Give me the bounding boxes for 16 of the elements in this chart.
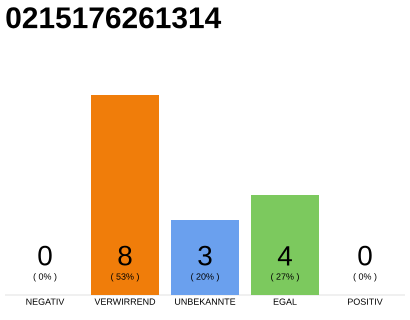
data-label: 4 bbox=[278, 246, 292, 266]
x-tick-label: UNBEKANNTE bbox=[175, 298, 236, 305]
data-label: 0 bbox=[358, 246, 372, 266]
data-label: 8 bbox=[118, 246, 132, 266]
data-label: 0 bbox=[38, 246, 52, 266]
data-label: 3 bbox=[198, 246, 212, 266]
annotation: ( 27% ) bbox=[271, 273, 299, 282]
x-tick-label: NEGATIV bbox=[26, 298, 64, 305]
annotation: ( 53% ) bbox=[111, 273, 139, 282]
annotation: ( 0% ) bbox=[354, 273, 376, 282]
x-tick-label: POSITIV bbox=[348, 298, 383, 305]
chart-title: 0215176261314 bbox=[6, 7, 222, 28]
x-tick-label: VERWIRREND bbox=[94, 298, 156, 305]
annotation: ( 0% ) bbox=[34, 273, 56, 282]
annotation: ( 20% ) bbox=[191, 273, 219, 282]
x-tick-label: EGAL bbox=[274, 298, 297, 305]
